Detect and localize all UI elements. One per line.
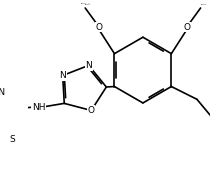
Text: N: N [59,71,66,80]
Text: O: O [95,23,103,32]
Text: NH: NH [32,102,46,112]
Text: O: O [183,23,190,32]
Text: H₂N: H₂N [0,88,5,97]
Text: methoxy: methoxy [81,3,87,4]
Text: S: S [9,135,15,144]
Text: O: O [88,106,95,115]
Text: methoxy: methoxy [85,3,92,5]
Text: methoxy: methoxy [201,3,207,5]
Text: N: N [85,61,92,70]
Text: methoxy: methoxy [84,3,91,4]
